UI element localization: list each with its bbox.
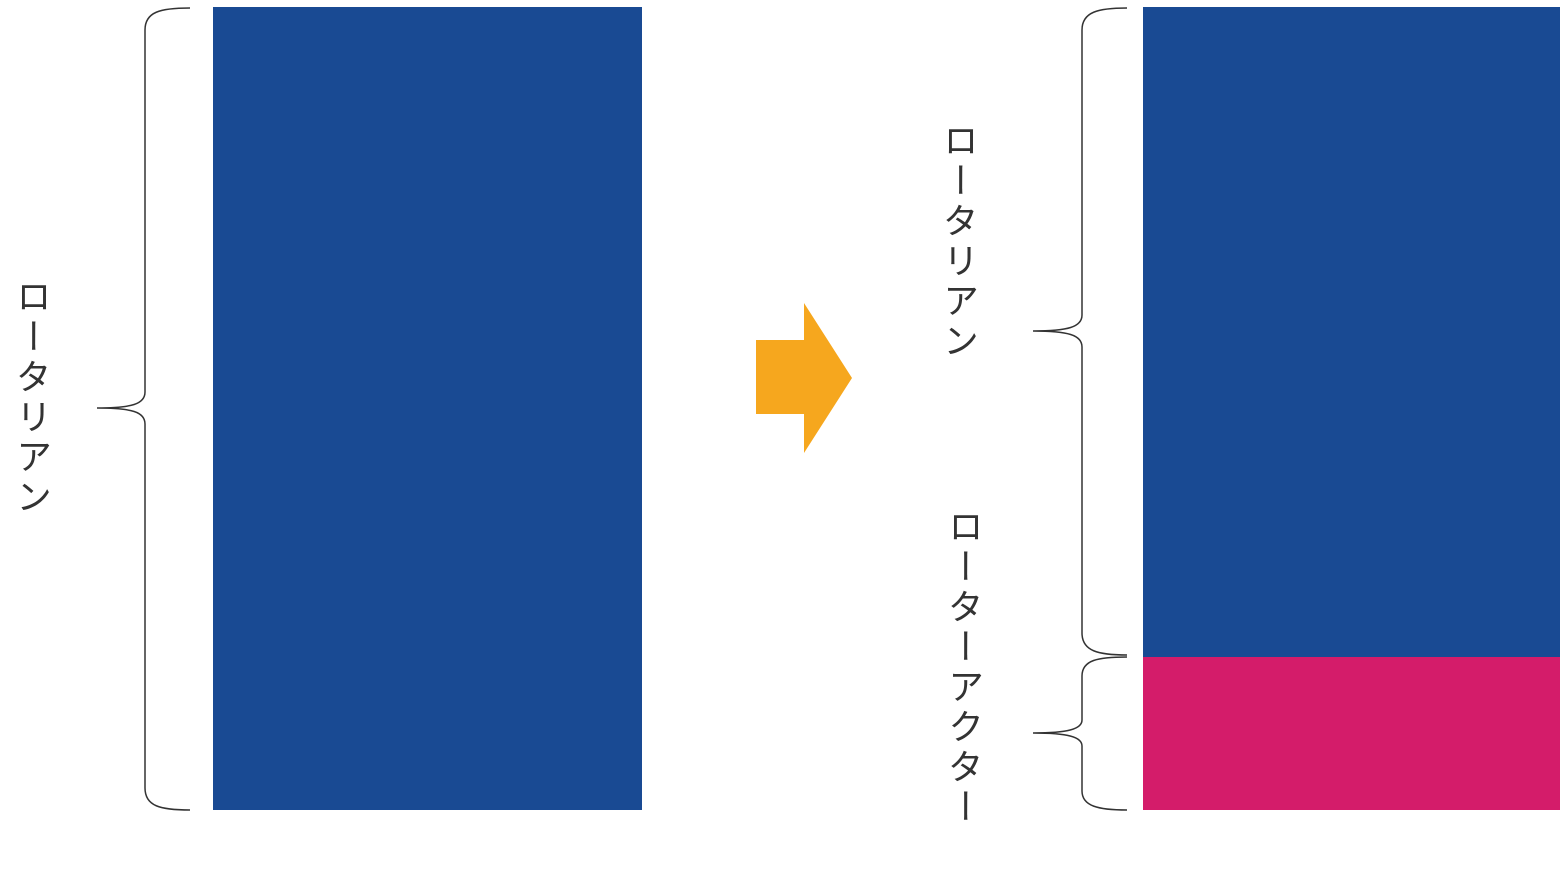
bracket-rotaractor-after: [1032, 656, 1128, 811]
rotaractor-bar-after: [1143, 657, 1560, 810]
rotarian-bar-after: [1143, 7, 1560, 657]
rotarian-bar-before: [213, 7, 642, 810]
right-arrow-icon: [756, 303, 852, 453]
label-rotaractor-after: ローターアクター: [942, 508, 983, 828]
label-rotarian-after: ロータリアン: [937, 122, 978, 362]
label-rotarian-before: ロータリアン: [10, 278, 51, 518]
bracket-rotarian-after: [1032, 7, 1128, 656]
bracket-rotarian-before: [96, 7, 191, 811]
